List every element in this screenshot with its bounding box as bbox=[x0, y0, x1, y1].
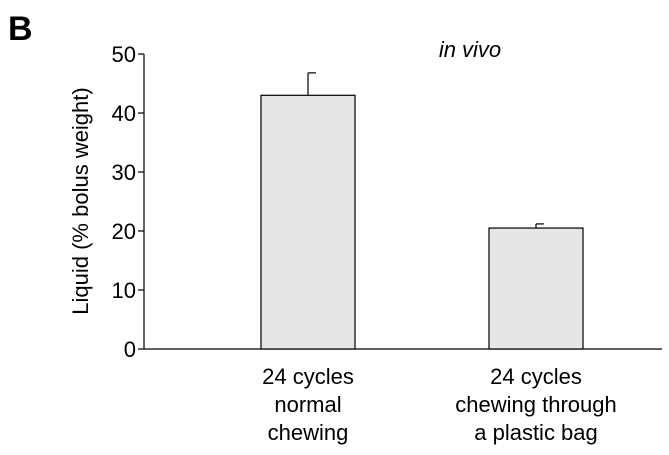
x-tick-label-line: a plastic bag bbox=[474, 420, 598, 445]
bar-1 bbox=[260, 94, 356, 350]
x-tick-label-line: chewing bbox=[268, 420, 349, 445]
x-tick-label-line: normal bbox=[274, 392, 341, 417]
x-tick-label-line: 24 cycles bbox=[262, 364, 354, 389]
bar-2 bbox=[488, 227, 584, 350]
y-tick-label: 40 bbox=[112, 101, 136, 126]
y-tick-label: 20 bbox=[112, 219, 136, 244]
x-tick-label-line: 24 cycles bbox=[490, 364, 582, 389]
y-axis-label: Liquid (% bolus weight) bbox=[68, 87, 93, 314]
y-tick-label: 50 bbox=[112, 42, 136, 67]
y-tick-label: 30 bbox=[112, 160, 136, 185]
panel-label: B bbox=[8, 10, 33, 48]
y-tick-label: 10 bbox=[112, 278, 136, 303]
x-tick-label-line: chewing through bbox=[455, 392, 616, 417]
y-tick-label: 0 bbox=[124, 337, 136, 362]
annotation-in-vivo: in vivo bbox=[439, 37, 501, 62]
axes: 0 10 20 30 40 50 bbox=[112, 42, 662, 362]
x-tick-label-2: 24 cycles chewing through a plastic bag bbox=[455, 364, 616, 445]
x-tick-label-1: 24 cycles normal chewing bbox=[262, 364, 354, 445]
x-tick-labels: 24 cycles normal chewing 24 cycles chewing t… bbox=[262, 364, 617, 445]
bars bbox=[260, 72, 584, 350]
